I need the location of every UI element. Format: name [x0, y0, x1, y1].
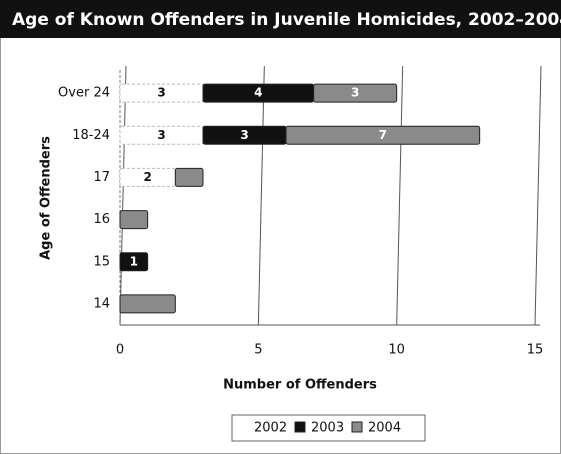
x-tick-label: 15 — [527, 343, 544, 358]
x-tick-label: 5 — [254, 343, 262, 358]
y-tick-label: 17 — [93, 170, 110, 185]
chart-title: Age of Known Offenders in Juvenile Homic… — [12, 10, 561, 30]
y-tick-label: 16 — [93, 212, 110, 227]
y-axis-title: Age of Offenders — [39, 136, 54, 260]
title-bar — [0, 0, 561, 38]
bar-segment — [174, 167, 204, 187]
legend-label: 2003 — [311, 421, 344, 436]
value-label: 4 — [254, 86, 262, 100]
grid-line — [534, 65, 542, 326]
legend-label: 2004 — [368, 421, 401, 436]
legend-box — [231, 414, 426, 442]
x-axis-title: Number of Offenders — [223, 378, 377, 393]
value-label: 3 — [157, 128, 165, 142]
legend-label: 2002 — [254, 421, 287, 436]
y-tick-label: Over 24 — [58, 86, 110, 101]
grid-line — [119, 65, 127, 326]
bar-segment — [119, 294, 176, 314]
grid-line — [396, 65, 404, 326]
legend-swatch — [294, 421, 306, 433]
grid-line — [257, 65, 265, 326]
y-tick-label: 15 — [93, 254, 110, 269]
y-tick-label: 18-24 — [72, 128, 110, 143]
bar-segment — [285, 125, 481, 145]
value-label: 3 — [157, 86, 165, 100]
value-label: 3 — [240, 128, 248, 142]
y-tick-label: 14 — [93, 296, 110, 311]
bar-segment — [119, 252, 149, 272]
value-label: 7 — [379, 128, 387, 142]
bar-segment — [119, 83, 204, 103]
bar-segment — [119, 125, 204, 145]
bar-segment — [313, 83, 398, 103]
legend-swatch — [238, 422, 248, 432]
value-label: 1 — [130, 254, 138, 268]
value-label: 2 — [143, 170, 151, 184]
x-tick-label: 0 — [116, 343, 124, 358]
value-label: 3 — [351, 86, 359, 100]
x-tick-label: 10 — [388, 343, 405, 358]
bar-segment — [119, 210, 149, 230]
legend-swatch — [351, 421, 363, 433]
